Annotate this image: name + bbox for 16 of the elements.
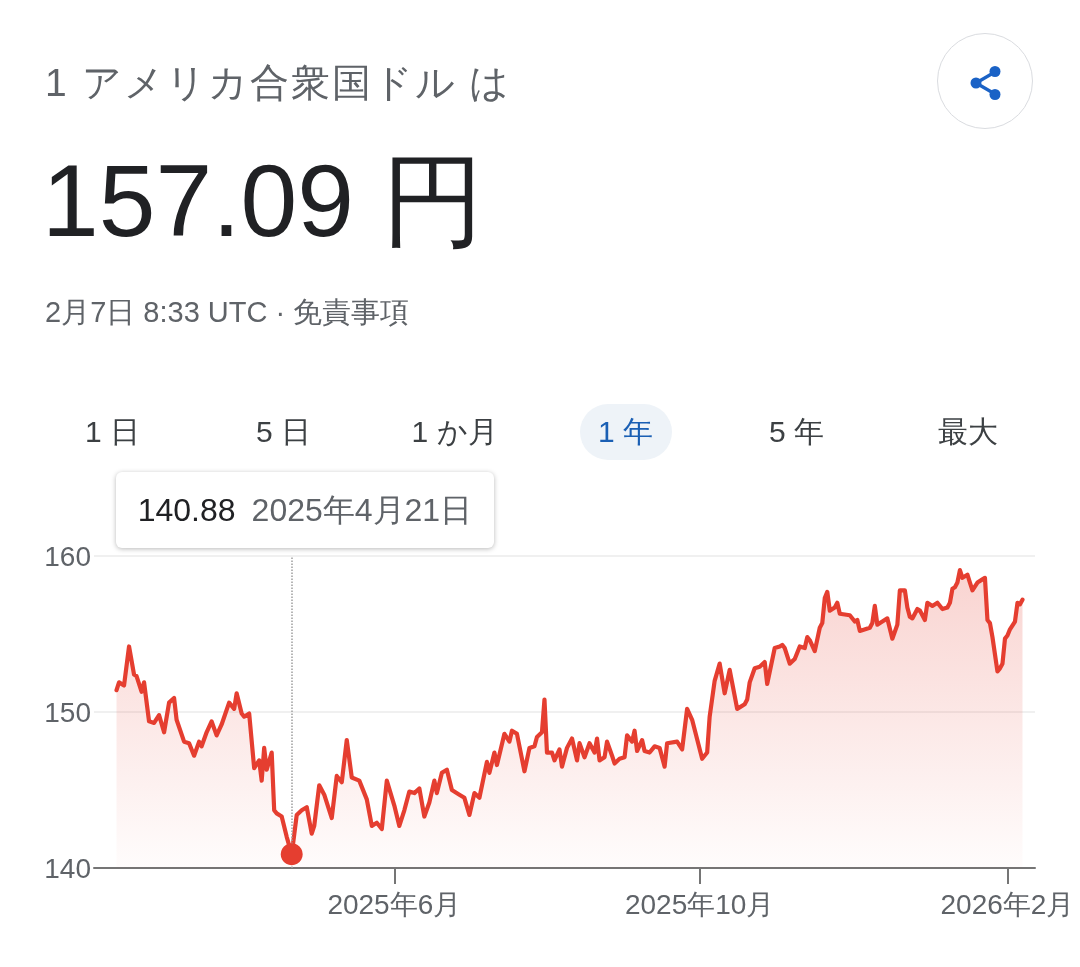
text: 1 年 [597,415,654,448]
text: 1 日 [84,415,141,448]
tooltip-card: 140.88 2025年4月21日 [115,472,495,548]
x-tick-label: 2026年2月 [940,888,1075,920]
x-tick-label: 2025年10月 [624,888,775,920]
text: 1 か月 [411,415,498,448]
x-tick-label: 2025年6月 [327,888,462,920]
text: 最大 [937,415,998,448]
text: 5 年 [768,415,825,448]
y-tick-label: 150 [44,696,91,728]
chart-title: 1 アメリカ合衆国ドル は [45,61,512,104]
y-tick-label: 160 [44,540,91,572]
y-tick-label: 140 [44,852,91,884]
text: 5 日 [255,415,312,448]
chart-subtitle: 157.09 円 [42,144,485,258]
text: 2月7日 8:33 UTC · 免責事項 [45,296,410,328]
